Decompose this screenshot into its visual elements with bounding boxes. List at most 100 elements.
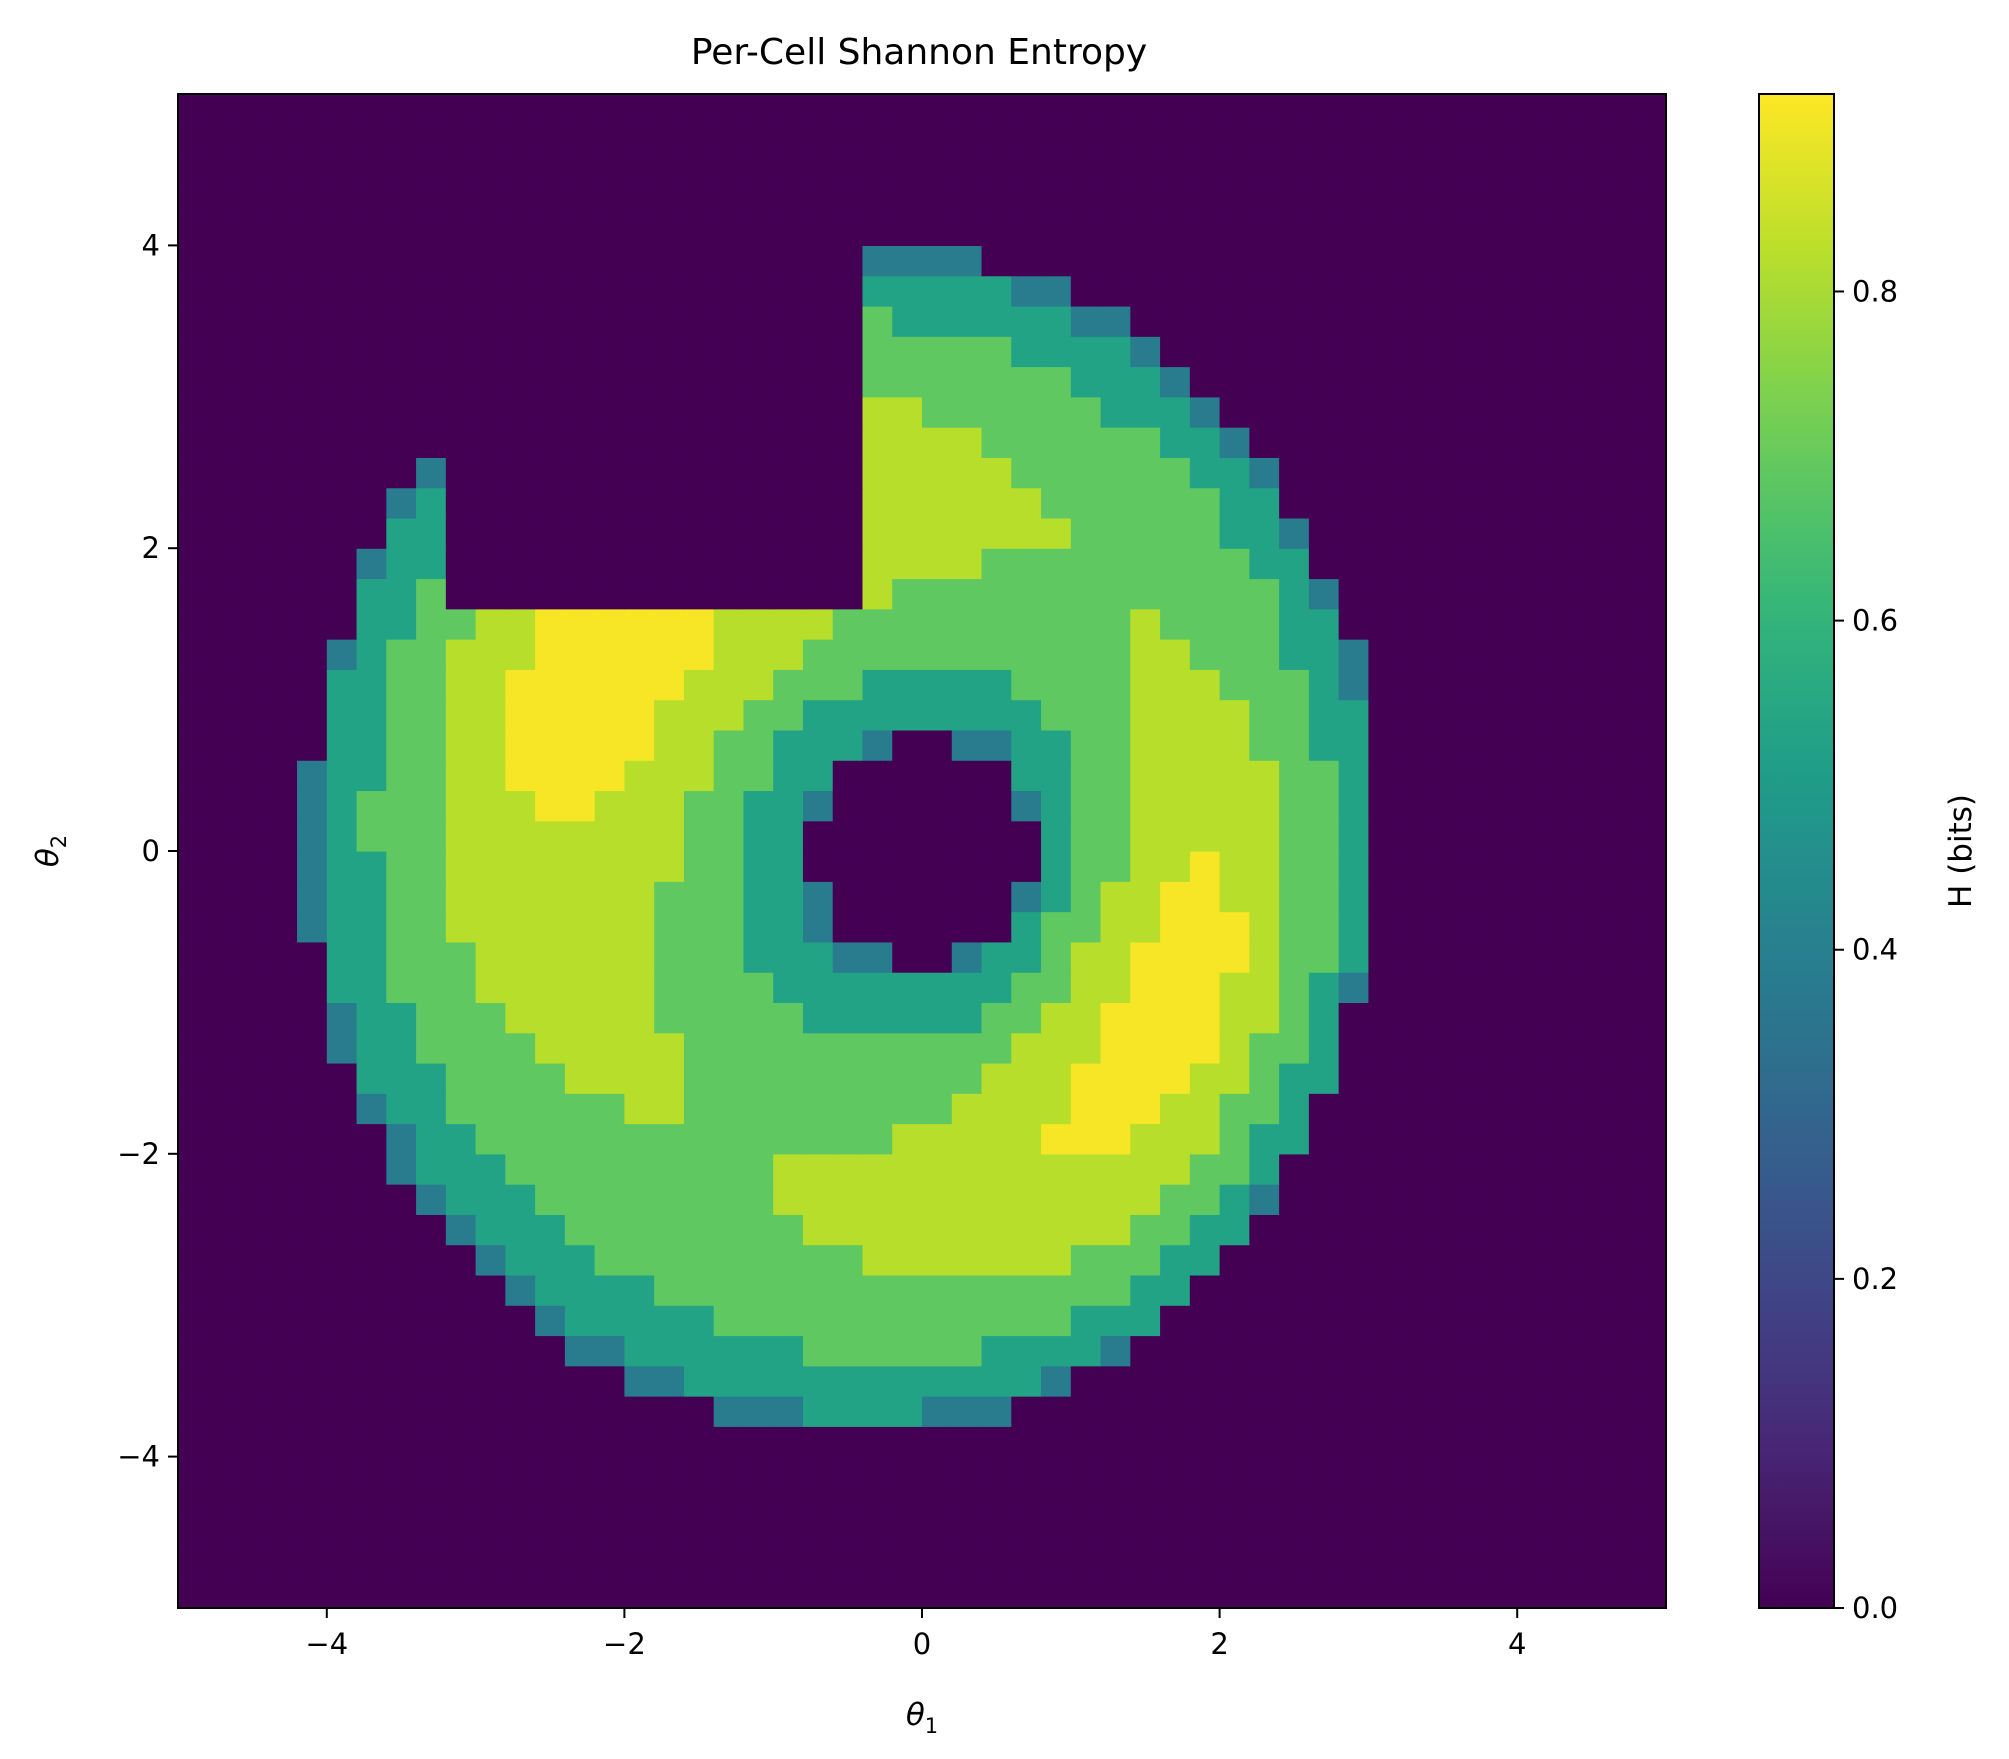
- heatmap-cell: [683, 457, 715, 489]
- heatmap-cell: [297, 184, 328, 216]
- heatmap-cell: [1130, 790, 1161, 822]
- heatmap-cell: [922, 305, 953, 337]
- heatmap-cell: [1546, 1184, 1578, 1215]
- heatmap-cell: [1100, 1274, 1131, 1306]
- heatmap-cell: [1368, 1214, 1399, 1246]
- heatmap-cell: [267, 1517, 298, 1549]
- heatmap-cell: [505, 790, 536, 822]
- heatmap-cell: [1487, 124, 1518, 156]
- heatmap-cell: [1249, 608, 1280, 640]
- y-axis-label-main: θ: [30, 848, 66, 867]
- heatmap-cell: [922, 548, 953, 580]
- heatmap-cell: [1576, 911, 1608, 943]
- heatmap-cell: [713, 245, 745, 277]
- heatmap-cell: [1338, 427, 1369, 458]
- heatmap-cell: [773, 1426, 804, 1458]
- heatmap-cell: [1070, 851, 1102, 882]
- heatmap-cell: [594, 94, 625, 125]
- heatmap-cell: [297, 1547, 328, 1579]
- heatmap-cell: [654, 1426, 685, 1458]
- heatmap-cell: [862, 669, 893, 701]
- heatmap-cell: [683, 851, 715, 882]
- heatmap-cell: [1041, 1547, 1072, 1579]
- heatmap-cell: [951, 851, 983, 882]
- heatmap-cell: [1487, 154, 1518, 186]
- heatmap-cell: [832, 396, 864, 428]
- heatmap-cell: [594, 1365, 625, 1397]
- heatmap-cell: [1011, 578, 1042, 610]
- heatmap-cell: [1487, 1032, 1518, 1064]
- heatmap-cell: [1189, 1244, 1221, 1276]
- heatmap-cell: [1457, 1547, 1489, 1579]
- heatmap-cell: [654, 215, 685, 246]
- heatmap-cell: [773, 94, 804, 125]
- heatmap-cell: [922, 1274, 953, 1306]
- heatmap-cell: [505, 1426, 536, 1458]
- heatmap-cell: [1338, 336, 1369, 368]
- heatmap-cell: [713, 790, 745, 822]
- y-tick-label: 4: [142, 228, 160, 262]
- heatmap-cell: [862, 1396, 893, 1427]
- heatmap-cell: [297, 1305, 328, 1337]
- heatmap-cell: [178, 1547, 209, 1579]
- heatmap-cell: [207, 124, 239, 156]
- heatmap-cell: [237, 881, 268, 913]
- heatmap-cell: [624, 457, 655, 489]
- heatmap-cell: [1041, 427, 1072, 458]
- heatmap-cell: [1368, 1486, 1399, 1518]
- heatmap-cell: [1487, 790, 1518, 822]
- heatmap-cell: [1011, 94, 1042, 125]
- heatmap-cell: [535, 790, 566, 822]
- heatmap-cell: [1279, 427, 1310, 458]
- heatmap-cell: [1338, 245, 1369, 277]
- heatmap-cell: [1338, 578, 1369, 610]
- heatmap-cell: [594, 1244, 625, 1276]
- heatmap-cell: [445, 245, 477, 277]
- heatmap-cell: [1100, 1456, 1131, 1488]
- heatmap-cell: [356, 1184, 387, 1215]
- heatmap-cell: [594, 760, 625, 792]
- heatmap-cell: [356, 275, 387, 307]
- heatmap-cell: [624, 1547, 655, 1579]
- heatmap-cell: [1606, 851, 1637, 882]
- heatmap-cell: [862, 578, 893, 610]
- heatmap-cell: [773, 1396, 804, 1427]
- heatmap-cell: [386, 851, 417, 882]
- heatmap-cell: [713, 820, 745, 852]
- heatmap-cell: [981, 1002, 1012, 1034]
- heatmap-cell: [1398, 184, 1429, 216]
- heatmap-cell: [505, 366, 536, 398]
- heatmap-cell: [1070, 1486, 1102, 1518]
- heatmap-cell: [773, 699, 804, 731]
- heatmap-cell: [862, 517, 893, 549]
- heatmap-cell: [1070, 215, 1102, 246]
- heatmap-cell: [594, 184, 625, 216]
- heatmap-cell: [1189, 1062, 1221, 1094]
- heatmap-cell: [535, 1214, 566, 1246]
- heatmap-cell: [1457, 1517, 1489, 1549]
- heatmap-cell: [535, 1547, 566, 1579]
- heatmap-cell: [1368, 941, 1399, 973]
- heatmap-cell: [445, 154, 477, 186]
- heatmap-cell: [386, 1062, 417, 1094]
- heatmap-cell: [207, 790, 239, 822]
- heatmap-cell: [356, 1517, 387, 1549]
- heatmap-cell: [267, 941, 298, 973]
- heatmap-cell: [1011, 1396, 1042, 1427]
- heatmap-cell: [237, 578, 268, 610]
- heatmap-cell: [1070, 729, 1102, 761]
- heatmap-cell: [1130, 760, 1161, 792]
- heatmap-cell: [1368, 548, 1399, 580]
- heatmap-cell: [1070, 790, 1102, 822]
- heatmap-cell: [594, 215, 625, 246]
- heatmap-cell: [802, 1214, 834, 1246]
- heatmap-cell: [1368, 1517, 1399, 1549]
- heatmap-cell: [1219, 366, 1250, 398]
- heatmap-cell: [594, 1335, 625, 1367]
- heatmap-cell: [1130, 1274, 1161, 1306]
- heatmap-cell: [922, 336, 953, 368]
- heatmap-cell: [1249, 396, 1280, 428]
- heatmap-cell: [267, 517, 298, 549]
- heatmap-cell: [892, 669, 923, 701]
- heatmap-cell: [773, 548, 804, 580]
